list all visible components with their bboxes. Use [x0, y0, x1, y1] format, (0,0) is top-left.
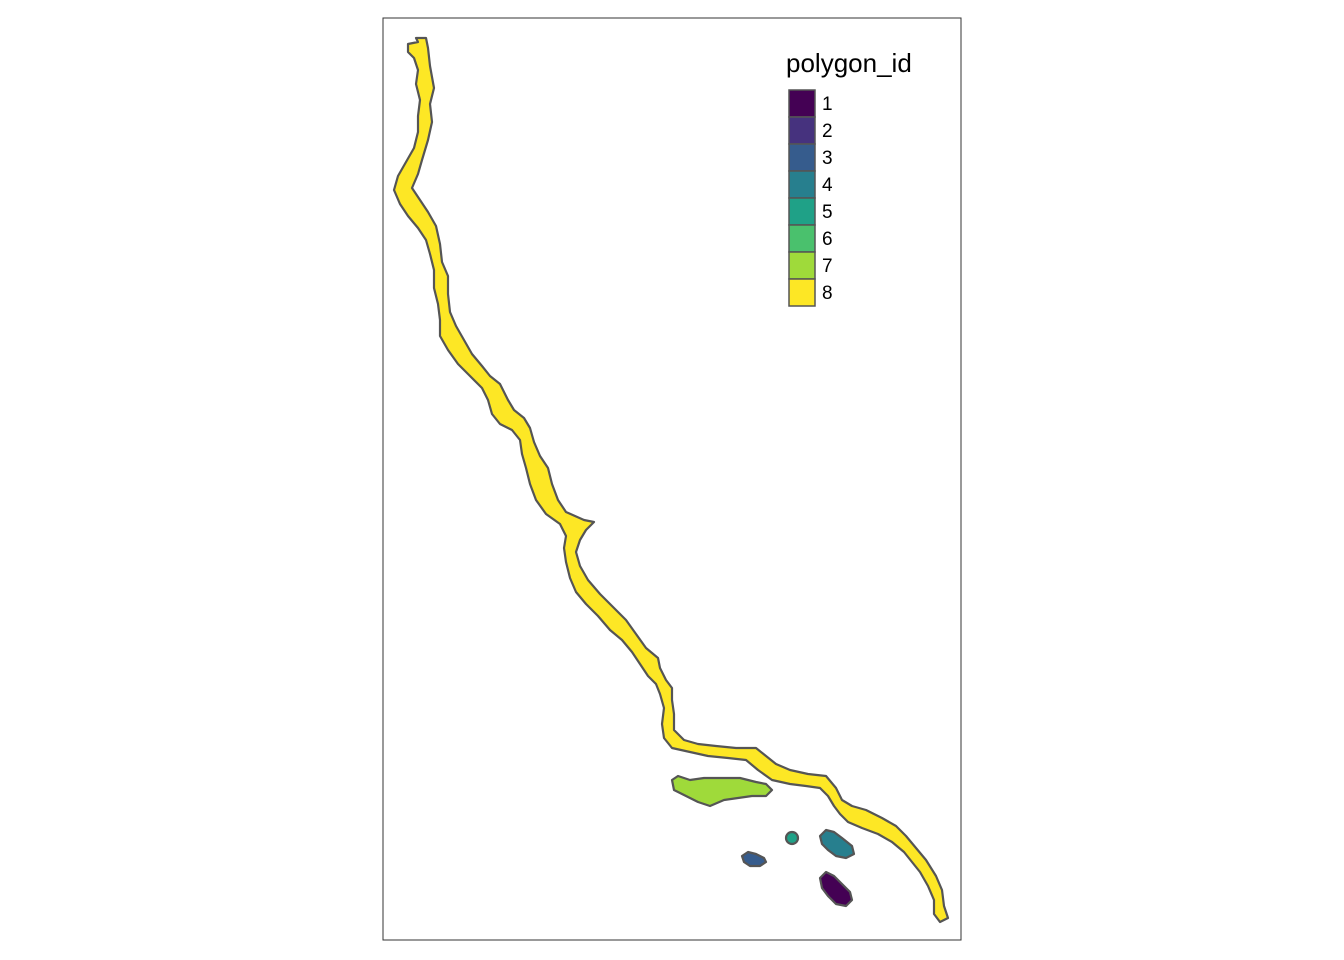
legend-label-5: 5 — [822, 202, 833, 223]
map-frame — [382, 17, 962, 941]
polygon-8[interactable] — [392, 36, 950, 924]
legend-swatch-8 — [788, 278, 816, 307]
legend-swatch-3 — [788, 143, 816, 172]
polygon-5[interactable] — [784, 830, 800, 846]
legend-swatch-1 — [788, 89, 816, 118]
legend-label-4: 4 — [822, 175, 833, 196]
polygon-3[interactable] — [740, 850, 768, 868]
legend-label-6: 6 — [822, 229, 833, 250]
legend-swatch-6 — [788, 224, 816, 253]
polygon-7[interactable] — [670, 774, 774, 808]
legend-label-1: 1 — [822, 94, 833, 115]
legend-swatch-7 — [788, 251, 816, 280]
legend-swatch-5 — [788, 197, 816, 226]
legend-label-7: 7 — [822, 256, 833, 277]
legend-label-8: 8 — [822, 283, 833, 304]
polygon-4[interactable] — [818, 828, 856, 860]
legend-swatch-2 — [788, 116, 816, 145]
legend: polygon_id 1 2 3 4 5 6 7 8 — [786, 48, 912, 307]
legend-label-3: 3 — [822, 148, 833, 169]
legend-label-2: 2 — [822, 121, 833, 142]
legend-swatch-4 — [788, 170, 816, 199]
polygon-1[interactable] — [818, 870, 854, 908]
legend-title: polygon_id — [786, 48, 912, 78]
